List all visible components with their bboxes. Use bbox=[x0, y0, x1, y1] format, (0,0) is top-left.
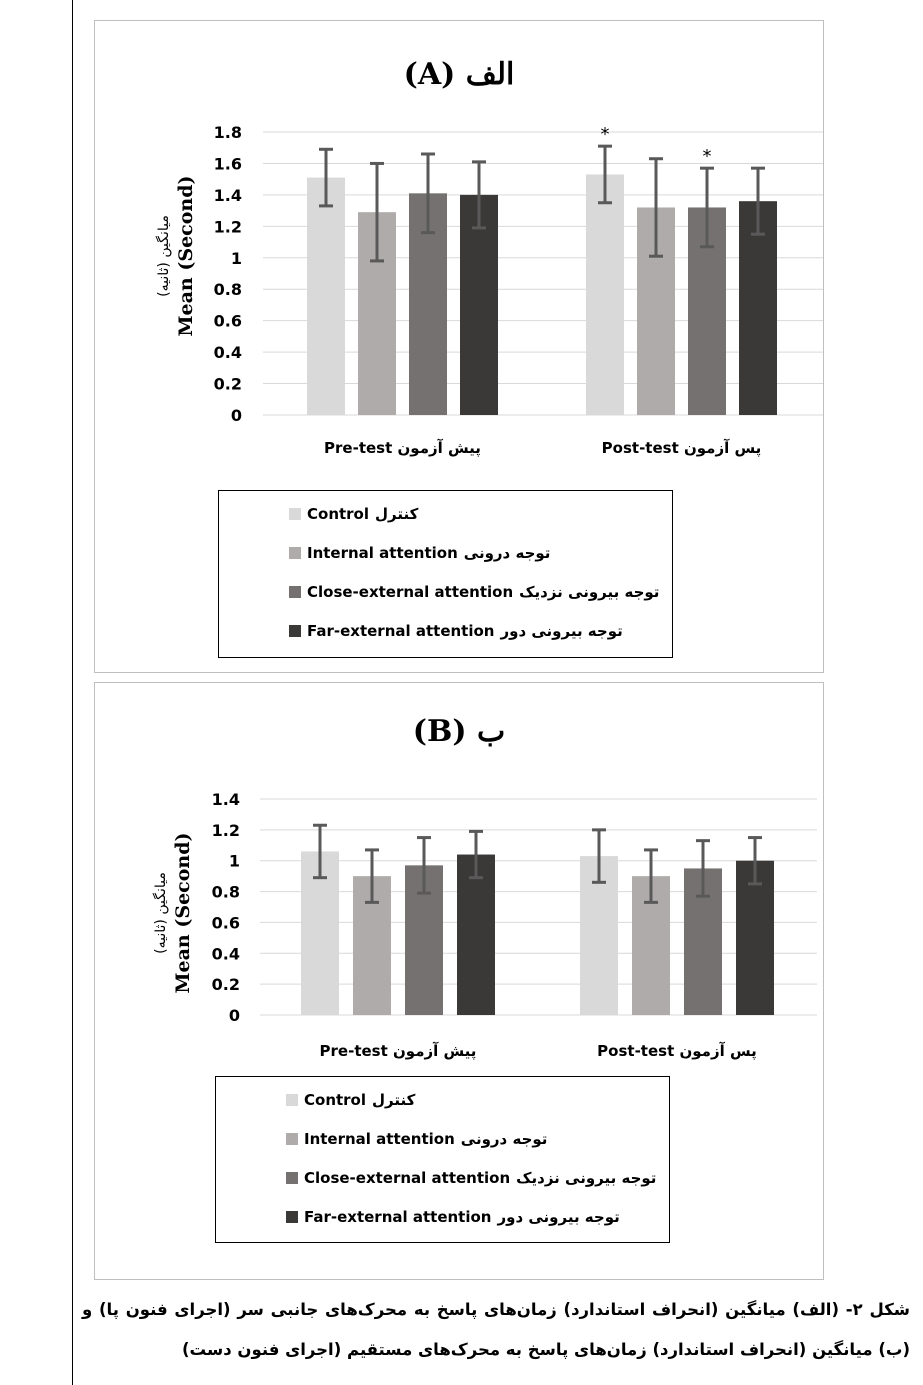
y-tick-label: 0.6 bbox=[212, 913, 240, 932]
figure-caption: شکل ۲- (الف) میانگین (انحراف استاندارد) … bbox=[82, 1300, 911, 1359]
bar bbox=[736, 860, 774, 1015]
y-axis-label-fa: میانگین (ثانیه) bbox=[155, 215, 172, 297]
legend-label-fa: توجه بیرونی دور bbox=[500, 622, 623, 640]
legend-label-en: Close-external attention bbox=[307, 583, 514, 601]
legend-label-en: Close-external attention bbox=[304, 1169, 511, 1187]
legend-b: Control کنترل Internal attention توجه درونی… bbox=[215, 1076, 670, 1243]
legend-label-fa: توجه بیرونی نزدیک bbox=[519, 583, 660, 601]
y-axis-label: Mean (Second) bbox=[172, 833, 194, 994]
legend-swatch bbox=[289, 625, 301, 637]
legend-swatch bbox=[289, 547, 301, 559]
y-tick-label: 0 bbox=[229, 1006, 240, 1025]
legend-label-fa: توجه درونی bbox=[460, 1130, 548, 1148]
legend-swatch bbox=[286, 1211, 298, 1223]
y-tick-label: 0.4 bbox=[212, 944, 240, 963]
legend-label-en: Far-external attention bbox=[307, 622, 495, 640]
bar bbox=[460, 194, 498, 415]
legend-label-en: Internal attention bbox=[304, 1130, 455, 1148]
legend-item: Close-external attention توجه بیرونی نزدی… bbox=[286, 1169, 656, 1187]
legend-item: Control کنترل bbox=[289, 505, 418, 523]
legend-item: Internal attention توجه درونی bbox=[289, 544, 550, 562]
legend-label-en: Internal attention bbox=[307, 544, 458, 562]
legend-swatch bbox=[286, 1094, 298, 1106]
y-axis-label-fa: میانگین (ثانیه) bbox=[152, 872, 169, 954]
y-axis-label: Mean (Second) bbox=[175, 176, 197, 337]
legend-label-fa: کنترل bbox=[372, 1091, 416, 1109]
legend-swatch bbox=[286, 1172, 298, 1184]
y-tick-label: 0.4 bbox=[214, 343, 242, 362]
legend-item: Far-external attention توجه بیرونی دور bbox=[289, 622, 623, 640]
page-frame bbox=[72, 0, 923, 1385]
legend-item: Far-external attention توجه بیرونی دور bbox=[286, 1208, 620, 1226]
chart-panel-a: الف (A) 0 0.2 0.4 0.6 0.8 1 1.2 1.4 1.6 1.8 Mean (S… bbox=[94, 20, 824, 673]
chart-title: الف (A) bbox=[404, 57, 515, 92]
significance-marker: * bbox=[703, 146, 712, 167]
legend-label-fa: توجه درونی bbox=[463, 544, 551, 562]
chart-title: ب (B) bbox=[413, 714, 505, 749]
legend-swatch bbox=[289, 508, 301, 520]
y-tick-label: 0.8 bbox=[214, 280, 242, 299]
y-tick-label: 1.6 bbox=[214, 154, 242, 173]
y-tick-label: 1.4 bbox=[214, 186, 242, 205]
y-tick-label: 0.2 bbox=[214, 375, 242, 394]
y-tick-label: 0.2 bbox=[212, 975, 240, 994]
legend-label-en: Control bbox=[304, 1091, 367, 1109]
bar bbox=[586, 174, 624, 415]
legend-swatch bbox=[286, 1133, 298, 1145]
y-tick-label: 0.6 bbox=[214, 312, 242, 331]
bar bbox=[457, 854, 495, 1015]
legend-label-fa: توجه بیرونی دور bbox=[497, 1208, 620, 1226]
legend-label-en: Control bbox=[307, 505, 370, 523]
category-label: پیش آزمون Pre-test bbox=[320, 1042, 477, 1061]
chart-b: ب (B) 0 0.2 0.4 0.6 0.8 1 1.2 1.4 Mean (Second)می… bbox=[152, 714, 817, 1061]
y-tick-label: 0 bbox=[231, 406, 242, 425]
bar bbox=[307, 177, 345, 415]
y-tick-label: 1.8 bbox=[214, 123, 242, 142]
y-tick-label: 1 bbox=[229, 852, 240, 871]
category-label: پیش آزمون Pre-test bbox=[324, 439, 481, 458]
category-label: پس آزمون Post-test bbox=[597, 1042, 757, 1061]
significance-marker: * bbox=[601, 124, 610, 145]
legend-item: Control کنترل bbox=[286, 1091, 415, 1109]
legend-a: Control کنترل Internal attention توجه درونی… bbox=[218, 490, 673, 658]
legend-label-en: Far-external attention bbox=[304, 1208, 492, 1226]
bar bbox=[739, 201, 777, 415]
chart-panel-b: ب (B) 0 0.2 0.4 0.6 0.8 1 1.2 1.4 Mean (Second) می… bbox=[94, 682, 824, 1280]
category-label: پس آزمون Post-test bbox=[602, 439, 762, 458]
legend-label-fa: توجه بیرونی نزدیک bbox=[516, 1169, 657, 1187]
y-tick-label: 1 bbox=[231, 249, 242, 268]
y-tick-label: 1.2 bbox=[214, 217, 242, 236]
legend-swatch bbox=[289, 586, 301, 598]
legend-item: Internal attention توجه درونی bbox=[286, 1130, 547, 1148]
legend-label-fa: کنترل bbox=[375, 505, 419, 523]
legend-item: Close-external attention توجه بیرونی نزدی… bbox=[289, 583, 659, 601]
chart-a: الف (A) 0 0.2 0.4 0.6 0.8 1 1.2 1.4 1.6 1.8 Mean (S… bbox=[155, 57, 823, 458]
y-tick-label: 0.8 bbox=[212, 883, 240, 902]
y-tick-label: 1.4 bbox=[212, 790, 240, 809]
y-tick-label: 1.2 bbox=[212, 821, 240, 840]
